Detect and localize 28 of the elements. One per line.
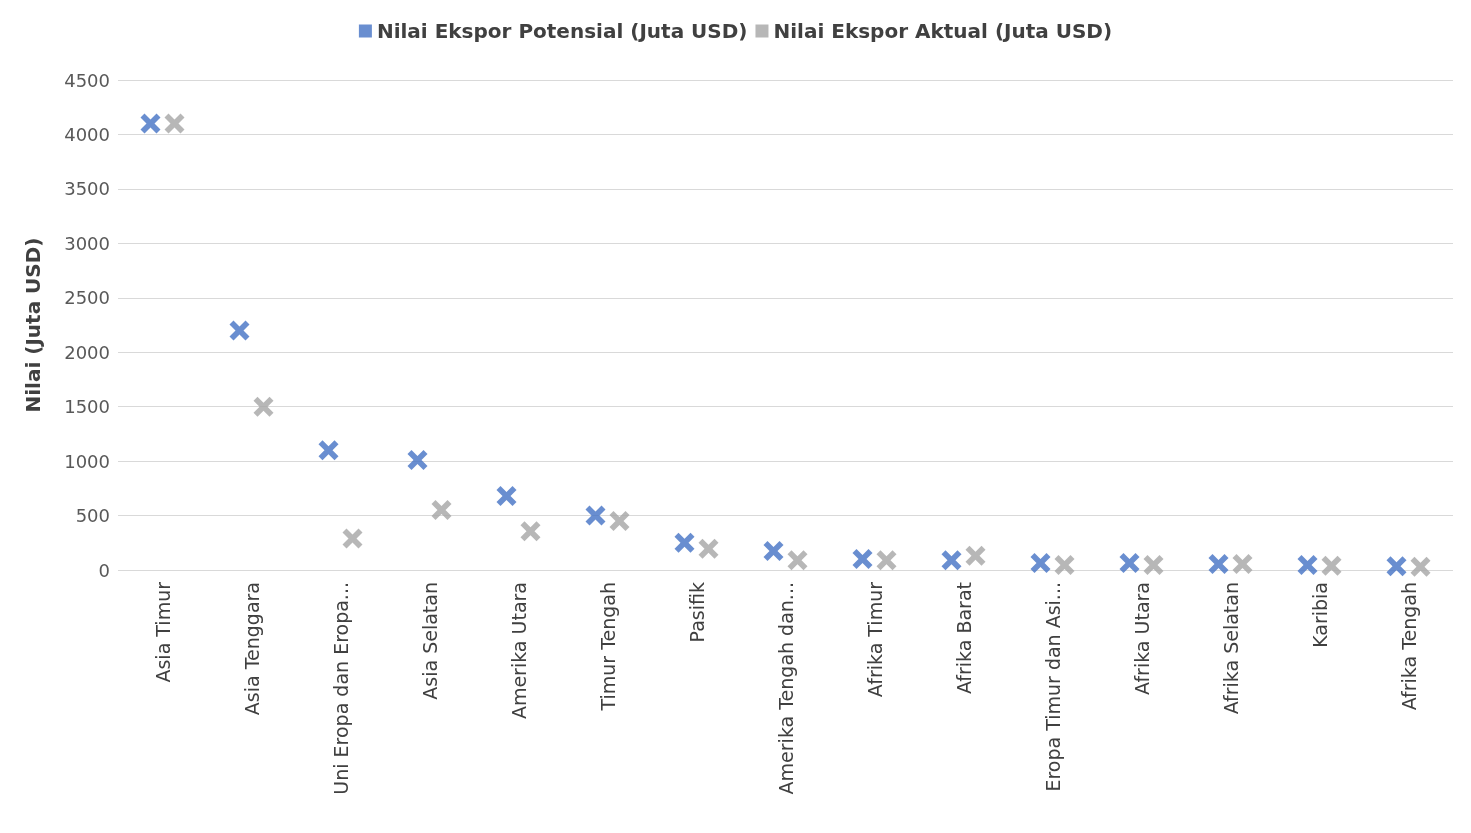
- legend-label: Nilai Ekspor Aktual (Juta USD): [773, 19, 1113, 43]
- y-axis-title: Nilai (Juta USD): [21, 237, 45, 413]
- y-tick-label: 2500: [64, 287, 110, 309]
- x-tick-label: Afrika Barat: [952, 582, 975, 695]
- x-tick-label: Karibia: [1308, 582, 1331, 648]
- x-tick-label: Amerika Tengah dan...: [774, 582, 797, 795]
- x-tick-label: Pasifik: [685, 582, 708, 643]
- x-tick-label: Eropa Timur dan Asi...: [1041, 582, 1064, 792]
- y-tick-label: 0: [98, 559, 110, 581]
- x-tick-label: Asia Selatan: [418, 582, 441, 700]
- y-tick-label: 3000: [64, 232, 110, 254]
- y-tick-label: 500: [75, 505, 110, 527]
- x-tick-label: Afrika Utara: [1130, 582, 1153, 695]
- x-tick-label: Timur Tengah: [596, 582, 619, 712]
- y-tick-label: 4500: [64, 69, 110, 91]
- y-tick-label: 1000: [64, 450, 110, 472]
- x-tick-label: Afrika Tengah: [1397, 582, 1420, 711]
- y-tick-label: 3500: [64, 178, 110, 200]
- y-tick-label: 1500: [64, 396, 110, 418]
- x-tick-label: Afrika Selatan: [1219, 582, 1242, 715]
- x-tick-label: Amerika Utara: [507, 582, 530, 720]
- x-tick-label: Asia Timur: [151, 581, 174, 683]
- y-tick-label: 4000: [64, 123, 110, 145]
- x-tick-label: Uni Eropa dan Eropa...: [329, 582, 352, 795]
- y-tick-label: 2000: [64, 341, 110, 363]
- x-tick-label: Asia Tenggara: [240, 582, 263, 716]
- legend-label: Nilai Ekspor Potensial (Juta USD): [376, 19, 748, 43]
- x-tick-label: Afrika Timur: [863, 581, 886, 698]
